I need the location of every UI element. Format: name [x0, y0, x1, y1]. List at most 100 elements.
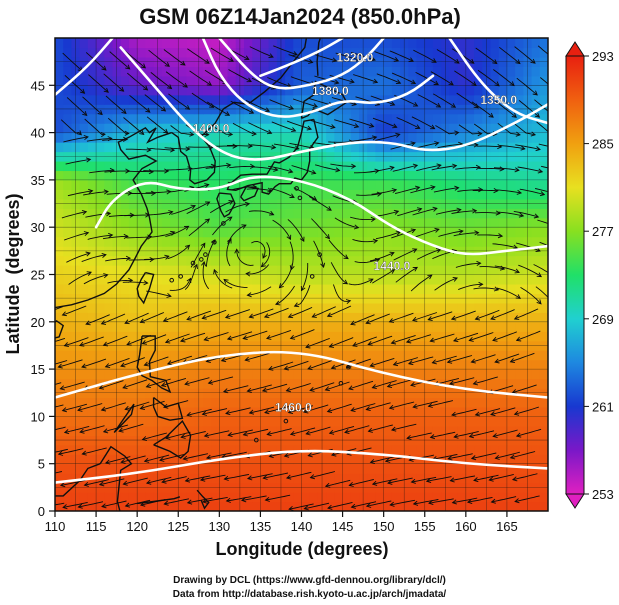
heatmap-cell [252, 132, 262, 143]
heatmap-cell [104, 94, 114, 105]
streamline-arrow [263, 313, 270, 319]
heatmap-cell [523, 397, 533, 408]
heatmap-cell [359, 416, 368, 427]
heatmap-cell [285, 236, 294, 247]
heatmap-cell [474, 463, 483, 474]
heatmap-cell [153, 47, 163, 58]
streamline [181, 431, 206, 438]
heatmap-cell [416, 359, 426, 370]
heatmap-cell [334, 350, 344, 361]
streamline-arrow [453, 337, 459, 343]
streamline-arrow [287, 409, 294, 415]
heatmap-cell [128, 416, 138, 427]
streamline [389, 50, 414, 62]
heatmap-cell [128, 283, 138, 295]
heatmap-cell [227, 388, 237, 399]
streamline-arrow [451, 411, 457, 417]
heatmap-cell [515, 359, 524, 370]
heatmap-cell [178, 435, 188, 446]
streamline [190, 165, 216, 170]
heatmap-cell [408, 151, 418, 162]
heatmap-cell [498, 217, 508, 228]
heatmap-cell [367, 160, 377, 172]
heatmap-cell [383, 227, 393, 238]
heatmap-cell [301, 435, 311, 446]
heatmap-cell [375, 463, 385, 474]
heatmap-cell [391, 378, 401, 389]
heatmap-cell [145, 435, 155, 446]
heatmap-cell [326, 369, 335, 380]
streamline [55, 337, 66, 342]
heatmap-cell [359, 340, 368, 351]
heatmap-cell [120, 388, 130, 399]
y-tick-label: 5 [38, 457, 45, 472]
streamline [416, 164, 441, 172]
heatmap-cell [317, 123, 327, 134]
heatmap-cell [391, 265, 401, 276]
x-axis: 110 115 120 125 130 135 140 145 150 155 160 165 [45, 511, 518, 534]
coast-honshu [226, 118, 319, 195]
heatmap-cell [186, 312, 196, 323]
heatmap-cell [87, 85, 97, 96]
heatmap-cell [506, 236, 516, 247]
heatmap-cell [55, 492, 64, 503]
heatmap-cell [186, 340, 196, 351]
heatmap-cell [161, 85, 171, 96]
heatmap-cell [63, 265, 73, 276]
heatmap-cell [63, 435, 73, 446]
streamline-arrow [371, 480, 378, 486]
streamline-arrow [288, 168, 294, 174]
heatmap-cell [350, 454, 360, 465]
streamline [243, 330, 268, 340]
heatmap-cell [432, 321, 442, 332]
heatmap-cell [219, 397, 229, 408]
streamline-arrow [495, 210, 501, 216]
streamline [284, 360, 309, 370]
heatmap-cell [498, 397, 508, 408]
streamline-arrow [509, 358, 515, 363]
heatmap-cell [104, 463, 114, 474]
heatmap-cell [449, 94, 459, 105]
heatmap-cell [55, 463, 64, 474]
heatmap-cell [482, 236, 492, 247]
heatmap-cell [408, 435, 418, 446]
heatmap-cell [350, 170, 360, 181]
heatmap-cell [260, 75, 270, 86]
heatmap-cell [178, 151, 188, 162]
streamline [264, 307, 289, 318]
contour-1380 [201, 38, 435, 118]
heatmap-cell [194, 501, 204, 511]
heatmap-cell [523, 47, 533, 58]
streamline [471, 452, 497, 459]
heatmap-cell [506, 217, 516, 228]
heatmap-cell [449, 66, 459, 77]
heatmap-cell [408, 321, 418, 332]
heatmap-cell [63, 75, 73, 86]
heatmap-cell [317, 454, 327, 465]
heatmap-cell [506, 265, 516, 276]
streamline-arrow [478, 281, 484, 287]
heatmap-cell [87, 246, 97, 257]
heatmap-cell [227, 246, 237, 257]
heatmap-cell [498, 265, 508, 276]
heatmap-cell [359, 66, 368, 77]
streamline-arrow [475, 164, 482, 170]
heatmap-cell [170, 482, 179, 493]
heatmap-cell [293, 47, 303, 58]
heatmap-cell [276, 85, 286, 96]
heatmap-cell [137, 321, 146, 332]
heatmap-cell [482, 331, 492, 342]
streamline-arrow [77, 406, 83, 412]
heatmap-cell [432, 350, 442, 361]
streamline-arrow [160, 106, 167, 112]
streamline-arrow [145, 479, 152, 485]
heatmap-cell [342, 321, 352, 332]
streamline [247, 286, 272, 296]
heatmap-cell [490, 217, 500, 228]
heatmap-cell [96, 359, 105, 370]
heatmap-cell [342, 208, 352, 219]
streamline [171, 205, 196, 215]
heatmap-cell [531, 444, 541, 455]
heatmap-cell [79, 198, 89, 209]
heatmap-cell [243, 331, 253, 342]
